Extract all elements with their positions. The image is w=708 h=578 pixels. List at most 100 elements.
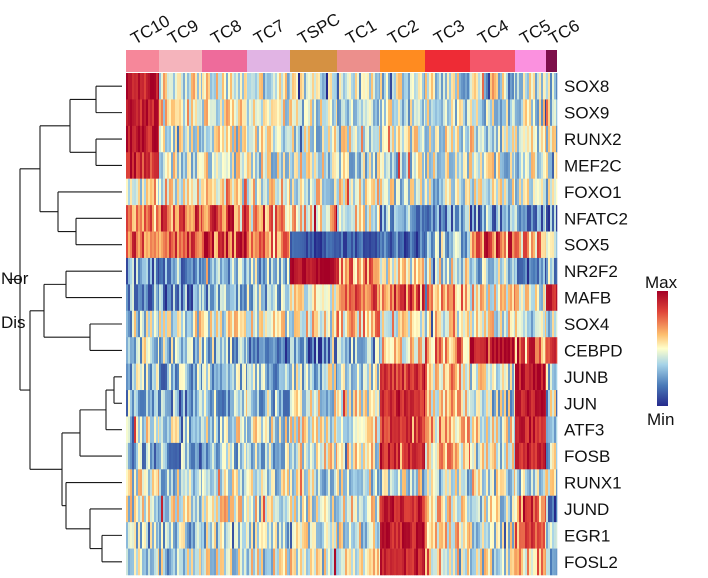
cell-junb-tc2 (402, 363, 405, 391)
cell-egr1-tc2 (416, 522, 419, 549)
cell-mef2c-tc5 (519, 152, 522, 179)
cell-mafb-tc2 (394, 284, 397, 312)
cell-jund-tc7 (257, 495, 260, 523)
cell-jund-tc8 (246, 495, 248, 523)
cell-runx2-tc1 (365, 125, 368, 153)
cell-fosb-tc7 (267, 442, 270, 470)
cell-sox4-tc2 (384, 310, 387, 338)
cell-runx2-tc5 (517, 125, 520, 153)
cell-runx1-tc10 (128, 469, 131, 497)
cell-fosb-tc1 (337, 442, 340, 470)
cell-jund-tspc (328, 495, 331, 523)
cell-runx1-tc4 (482, 469, 485, 497)
cell-egr1-tc9 (189, 522, 192, 549)
cell-jun-tspc (290, 390, 293, 417)
cell-junb-tc10 (126, 363, 129, 391)
cell-fosb-tc9 (175, 442, 178, 470)
cell-egr1-tspc (328, 522, 331, 549)
cell-cebpd-tc1 (353, 337, 356, 364)
cell-fosl2-tc9 (199, 548, 202, 576)
cell-atf3-tc4 (490, 416, 493, 444)
cell-foxo1-tspc (328, 178, 331, 206)
cell-mafb-tc3 (461, 284, 464, 312)
cell-atf3-tspc (328, 416, 331, 444)
cell-jun-tspc (308, 390, 311, 417)
cell-sox9-tc1 (377, 99, 380, 127)
cell-fosl2-tc7 (257, 548, 260, 576)
cell-foxo1-tc9 (175, 178, 178, 206)
cell-runx2-tc4 (514, 125, 516, 153)
cell-jun-tc4 (482, 390, 485, 417)
cell-sox5-tc3 (455, 231, 458, 259)
cell-cebpd-tc7 (289, 337, 291, 364)
cell-junb-tc7 (263, 363, 266, 391)
cell-cebpd-tc2 (406, 337, 409, 364)
cell-fosb-tspc (334, 442, 337, 470)
gene-label-foxo1: FOXO1 (564, 183, 622, 202)
cluster-label-tc2: TC2 (385, 16, 422, 49)
cell-mef2c-tc8 (222, 152, 225, 179)
cell-jund-tc3 (431, 495, 434, 523)
gene-label-mafb: MAFB (564, 289, 611, 308)
cell-egr1-tc1 (369, 522, 372, 549)
cell-sox9-tc2 (402, 99, 405, 127)
cell-foxo1-tc4 (482, 178, 485, 206)
cell-atf3-tc10 (146, 416, 149, 444)
cell-sox5-tc9 (181, 231, 184, 259)
cell-runx1-tc8 (210, 469, 213, 497)
cell-sox9-tc2 (416, 99, 419, 127)
cell-jun-tc3 (445, 390, 448, 417)
cell-jund-tc7 (255, 495, 258, 523)
cell-fosb-tc5 (515, 442, 518, 470)
cell-jund-tc5 (533, 495, 536, 523)
cell-atf3-tc1 (339, 416, 342, 444)
cell-foxo1-tspc (332, 178, 335, 206)
cell-foxo1-tc8 (228, 178, 231, 206)
cell-sox4-tc7 (277, 310, 280, 338)
cell-atf3-tc3 (451, 416, 454, 444)
gene-label-nr2f2: NR2F2 (564, 262, 618, 281)
cell-jun-tc9 (183, 390, 186, 417)
cell-mafb-tc1 (359, 284, 362, 312)
cell-foxo1-tc4 (510, 178, 513, 206)
cell-nfatc2-tc1 (363, 205, 366, 232)
cell-runx1-tc8 (208, 469, 211, 497)
cell-junb-tspc (316, 363, 319, 391)
cell-sox9-tc4 (482, 99, 485, 127)
cell-egr1-tc4 (508, 522, 511, 549)
cell-cebpd-tc8 (242, 337, 245, 364)
cell-runx2-tc8 (240, 125, 243, 153)
cell-junb-tc7 (265, 363, 268, 391)
heatmap-row-sox8 (126, 73, 558, 100)
cell-cebpd-tc1 (337, 337, 340, 364)
cell-jun-tc3 (461, 390, 464, 417)
cell-nr2f2-tc3 (433, 257, 436, 285)
cell-fosl2-tc8 (218, 548, 221, 576)
cell-nr2f2-tc1 (373, 257, 376, 285)
cell-runx1-tc4 (508, 469, 511, 497)
cell-runx1-tc7 (285, 469, 288, 497)
cell-sox9-tc5 (535, 99, 538, 127)
cell-sox5-tc4 (484, 231, 487, 259)
cell-jund-tc2 (392, 495, 395, 523)
cell-jund-tc1 (353, 495, 356, 523)
cell-jun-tc8 (216, 390, 219, 417)
cell-mafb-tc3 (443, 284, 446, 312)
cell-sox4-tc1 (351, 310, 354, 338)
cell-sox5-tc2 (416, 231, 419, 259)
cell-nr2f2-tc3 (445, 257, 448, 285)
cell-atf3-tc7 (261, 416, 264, 444)
cell-mafb-tc2 (422, 284, 425, 312)
cell-cebpd-tc8 (212, 337, 215, 364)
cell-sox9-tspc (308, 99, 311, 127)
cell-runx1-tc4 (498, 469, 501, 497)
cell-egr1-tspc (310, 522, 313, 549)
cluster-label-tc8: TC8 (208, 16, 245, 49)
cell-junb-tc8 (214, 363, 217, 391)
cell-mafb-tc7 (251, 284, 254, 312)
cell-fosb-tc4 (474, 442, 477, 470)
cell-jun-tspc (292, 390, 295, 417)
cell-foxo1-tc9 (199, 178, 202, 206)
cell-cebpd-tc4 (486, 337, 489, 364)
cell-jund-tc9 (189, 495, 192, 523)
